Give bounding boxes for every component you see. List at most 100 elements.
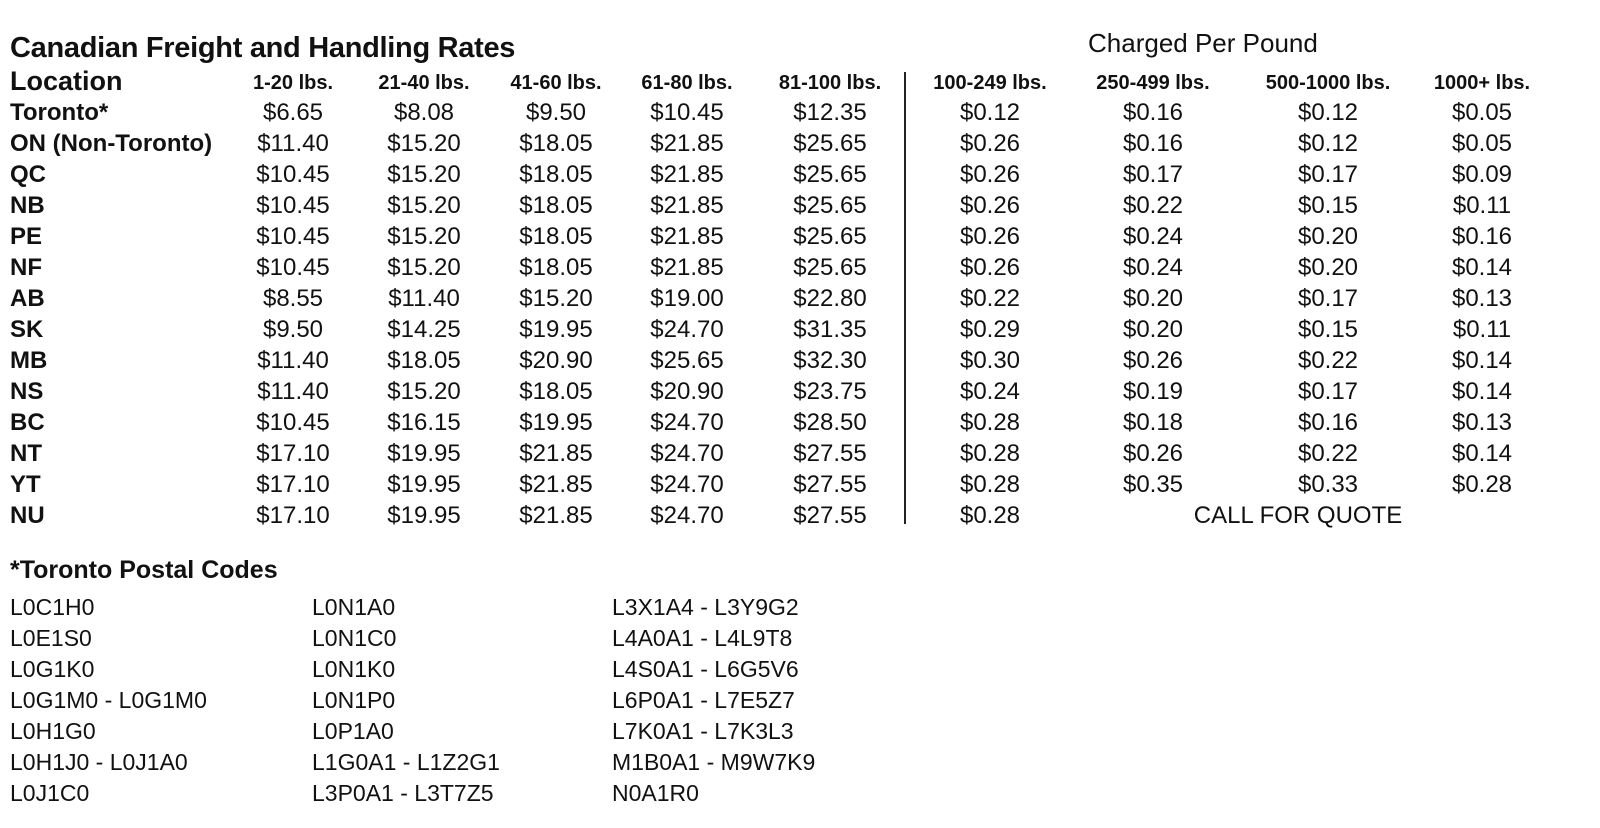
rate-cell: $19.95: [387, 502, 461, 529]
row-location: SK: [10, 316, 44, 343]
postal-code: L0H1J0 - L0J1A0: [10, 749, 188, 775]
column-header: 500-1000 lbs.: [1265, 72, 1391, 94]
postal-code: L3X1A4 - L3Y9G2: [612, 594, 799, 620]
rate-cell: $23.75: [793, 378, 867, 405]
rate-cell: $10.45: [256, 254, 330, 281]
rate-cell: $0.11: [1452, 192, 1512, 219]
postal-codes-title: *Toronto Postal Codes: [10, 556, 278, 584]
rate-cell: $0.24: [1122, 254, 1184, 281]
rate-cell: $11.40: [257, 378, 329, 405]
rate-cell: $0.28: [959, 502, 1021, 529]
rate-cell: $0.22: [1297, 347, 1359, 374]
rate-cell: $11.40: [257, 130, 329, 157]
postal-code: L0N1P0: [312, 687, 396, 713]
postal-code: L3P0A1 - L3T7Z5: [312, 780, 494, 806]
postal-code: M1B0A1 - M9W7K9: [612, 749, 816, 775]
rate-cell: $11.40: [388, 285, 460, 312]
rate-cell: $21.85: [519, 502, 593, 529]
row-location: BC: [10, 409, 45, 436]
rate-cell: $0.33: [1297, 471, 1359, 498]
postal-code: L0N1K0: [312, 656, 396, 682]
rate-cell: $18.05: [519, 223, 593, 250]
rate-cell: $21.85: [519, 440, 593, 467]
rate-cell: $10.45: [256, 223, 330, 250]
rate-cell: $0.22: [1297, 440, 1359, 467]
rate-cell: $10.45: [256, 409, 330, 436]
rate-cell: $0.16: [1122, 99, 1184, 126]
rate-cell: $28.50: [793, 409, 867, 436]
postal-code: L7K0A1 - L7K3L3: [612, 718, 794, 744]
rate-cell: $0.18: [1122, 409, 1184, 436]
rate-cell: $9.50: [525, 99, 587, 126]
rate-cell: $18.05: [387, 347, 461, 374]
rate-cell: $0.22: [959, 285, 1021, 312]
rate-cell: $0.05: [1451, 130, 1513, 157]
rate-cell: $0.14: [1451, 347, 1513, 374]
rate-cell: $25.65: [793, 254, 867, 281]
rate-cell: $0.12: [1297, 130, 1359, 157]
row-location: AB: [10, 285, 45, 312]
postal-code: L0G1M0 - L0G1M0: [10, 687, 207, 713]
rate-cell: $0.14: [1451, 440, 1513, 467]
rate-cell: $15.20: [387, 254, 461, 281]
rate-cell: $24.70: [650, 471, 724, 498]
rate-cell: $0.26: [959, 223, 1021, 250]
rate-cell: $21.85: [650, 192, 724, 219]
rate-cell: $32.30: [793, 347, 867, 374]
rate-cell: $0.26: [959, 130, 1021, 157]
rate-cell: $21.85: [650, 161, 724, 188]
postal-code: L0J1C0: [10, 780, 90, 806]
rate-cell: $17.10: [256, 502, 330, 529]
row-location: YT: [10, 471, 41, 498]
postal-code: L0G1K0: [10, 656, 95, 682]
rate-cell: $0.20: [1122, 316, 1184, 343]
rate-cell: $16.15: [387, 409, 461, 436]
rate-cell: $24.70: [650, 316, 724, 343]
postal-code: N0A1R0: [612, 780, 699, 806]
column-divider: [904, 72, 906, 524]
postal-code: L4A0A1 - L4L9T8: [612, 625, 793, 651]
rate-cell: $11.40: [257, 347, 329, 374]
rate-cell: $0.22: [1122, 192, 1184, 219]
rate-cell: $0.35: [1122, 471, 1184, 498]
postal-code: L6P0A1 - L7E5Z7: [612, 687, 795, 713]
rate-cell: $19.95: [519, 409, 593, 436]
postal-code: L4S0A1 - L6G5V6: [612, 656, 799, 682]
rate-cell: $15.20: [387, 161, 461, 188]
rate-cell: $19.95: [387, 440, 461, 467]
row-location: MB: [10, 347, 48, 374]
rate-cell: $0.05: [1451, 99, 1513, 126]
rate-cell: $0.26: [1122, 440, 1184, 467]
rate-cell: $19.00: [650, 285, 724, 312]
rate-cell: $21.85: [519, 471, 593, 498]
row-location: NU: [10, 502, 45, 529]
rate-cell: $0.20: [1297, 223, 1359, 250]
postal-code: L0C1H0: [10, 594, 95, 620]
rate-cell: $25.65: [793, 161, 867, 188]
rate-cell: $24.70: [650, 440, 724, 467]
column-header: 81-100 lbs.: [778, 72, 882, 94]
rate-cell: $18.05: [519, 161, 593, 188]
rate-cell: $0.26: [959, 254, 1021, 281]
rate-cell: $0.14: [1451, 254, 1513, 281]
rate-cell: $22.80: [793, 285, 867, 312]
rate-cell: $25.65: [650, 347, 724, 374]
rate-cell: $0.16: [1122, 130, 1184, 157]
rate-cell: $6.65: [262, 99, 324, 126]
rate-cell: $0.20: [1122, 285, 1184, 312]
rate-cell: $15.20: [387, 223, 461, 250]
rate-cell: $12.35: [793, 99, 867, 126]
postal-code: L0P1A0: [312, 718, 394, 744]
rate-cell: $8.08: [393, 99, 455, 126]
per-pound-heading: Charged Per Pound: [1088, 28, 1318, 58]
postal-code: L1G0A1 - L1Z2G1: [312, 749, 500, 775]
column-header: 250-499 lbs.: [1096, 72, 1210, 94]
rate-cell: $10.45: [256, 192, 330, 219]
rate-cell: $27.55: [793, 471, 867, 498]
column-header: 21-40 lbs.: [378, 72, 470, 94]
rate-cell: $0.30: [959, 347, 1021, 374]
rate-cell: $0.28: [959, 440, 1021, 467]
column-header: 41-60 lbs.: [510, 72, 602, 94]
rate-cell: $9.50: [262, 316, 324, 343]
postal-code: L0N1C0: [312, 625, 397, 651]
